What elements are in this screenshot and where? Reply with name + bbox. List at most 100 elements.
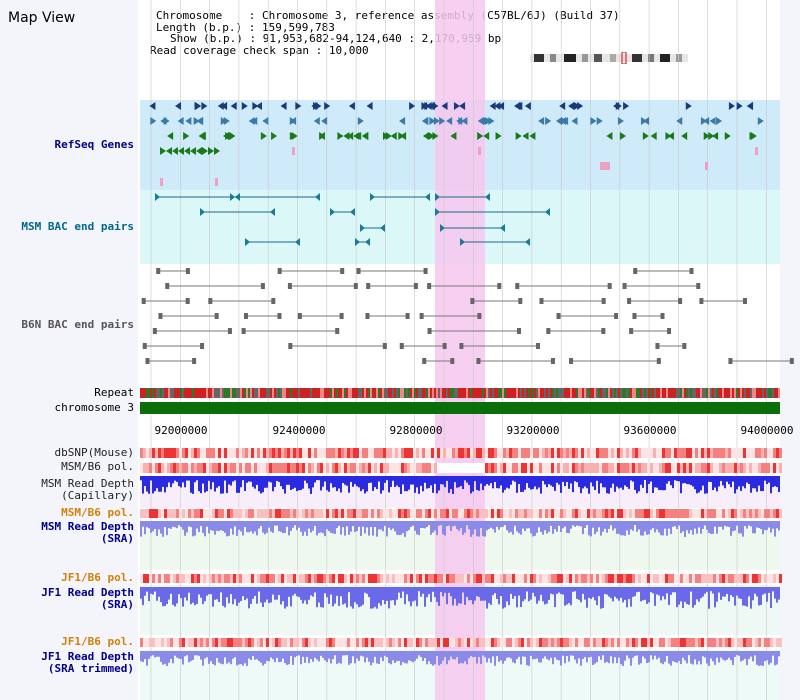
- depth-bar: [596, 651, 598, 663]
- depth-bar: [740, 587, 742, 599]
- polymorphism-mark: [272, 509, 275, 518]
- polymorphism-mark: [536, 574, 539, 583]
- polymorphism-mark: [656, 463, 659, 473]
- track-label-refseq[interactable]: RefSeq Genes: [54, 138, 134, 151]
- polymorphism-mark: [257, 448, 260, 458]
- track-label-jf1-pol[interactable]: JF1/B6 pol.: [61, 571, 134, 584]
- repeat-mark: [378, 388, 380, 398]
- depth-bar: [388, 476, 390, 493]
- polymorphism-mark: [554, 448, 557, 458]
- repeat-mark: [740, 388, 742, 398]
- depth-bar: [186, 476, 188, 481]
- track-label-jf1-depth[interactable]: JF1 Read Depth: [41, 586, 134, 599]
- depth-bar: [556, 587, 558, 594]
- depth-bar: [428, 476, 430, 489]
- depth-bar: [700, 521, 702, 534]
- polymorphism-mark: [491, 448, 494, 458]
- polymorphism-mark: [620, 448, 623, 458]
- gene-feature: [650, 132, 657, 140]
- track-label-dbsnp[interactable]: dbSNP(Mouse): [54, 446, 134, 459]
- polymorphism-mark: [548, 509, 551, 518]
- depth-bar: [560, 651, 562, 666]
- depth-bar: [564, 521, 566, 527]
- depth-bar: [154, 651, 156, 658]
- polymorphism-mark: [248, 509, 251, 518]
- polymorphism-mark: [566, 463, 569, 473]
- track-label-msm-bac[interactable]: MSM BAC end pairs: [21, 220, 134, 233]
- depth-bar: [174, 476, 176, 481]
- repeat-mark: [366, 388, 368, 398]
- track-label-msm-depth-sra[interactable]: MSM Read Depth: [41, 520, 134, 533]
- depth-bar: [502, 651, 504, 664]
- depth-bar: [686, 587, 688, 605]
- depth-bar: [298, 476, 300, 491]
- repeat-mark: [388, 388, 390, 398]
- track-label-repeat[interactable]: Repeat: [94, 386, 134, 399]
- depth-bar: [516, 587, 518, 608]
- repeat-mark: [560, 388, 562, 398]
- depth-bar: [600, 587, 602, 609]
- depth-bar: [360, 651, 362, 656]
- track-label-msm-depth-capillary[interactable]: MSM Read Depth: [41, 477, 134, 490]
- track-label-jf1-trimmed[interactable]: JF1 Read Depth: [41, 650, 134, 663]
- polymorphism-mark: [713, 638, 716, 647]
- bac-end: [515, 283, 520, 289]
- depth-bar: [300, 651, 302, 665]
- repeat-mark: [666, 388, 668, 398]
- depth-bar: [540, 651, 542, 663]
- polymorphism-mark: [584, 463, 587, 473]
- depth-bar: [692, 587, 694, 608]
- depth-bar: [150, 521, 152, 533]
- depth-bar: [602, 521, 604, 532]
- depth-bar: [160, 651, 162, 662]
- gene-feature: [485, 117, 492, 125]
- depth-bar: [610, 651, 612, 657]
- depth-bar: [580, 587, 582, 603]
- depth-bar: [536, 587, 538, 604]
- depth-bar: [470, 587, 472, 601]
- polymorphism-mark: [593, 509, 596, 518]
- depth-bar: [698, 476, 700, 493]
- depth-bar: [576, 651, 578, 664]
- polymorphism-mark: [410, 574, 413, 583]
- repeat-mark: [428, 388, 430, 398]
- polymorphism-mark: [761, 448, 764, 458]
- repeat-mark: [416, 388, 418, 398]
- depth-bar: [188, 521, 190, 527]
- polymorphism-mark: [710, 574, 713, 583]
- polymorphism-mark: [365, 638, 368, 647]
- polymorphism-mark: [440, 463, 443, 473]
- polymorphism-mark: [416, 638, 419, 647]
- repeat-mark: [422, 388, 424, 398]
- polymorphism-mark: [440, 638, 443, 647]
- polymorphism-mark: [530, 509, 533, 518]
- track-label-msm-pol[interactable]: MSM/B6 pol.: [61, 460, 134, 473]
- gene-feature: [515, 102, 522, 110]
- polymorphism-mark: [497, 463, 500, 473]
- polymorphism-mark: [689, 638, 692, 647]
- repeat-mark: [564, 388, 566, 398]
- depth-bar: [308, 476, 310, 489]
- polymorphism-mark: [233, 463, 236, 473]
- chromosome-ideogram-icon[interactable]: [530, 52, 690, 64]
- depth-bar: [386, 476, 388, 481]
- track-label-jf1-pol-2[interactable]: JF1/B6 pol.: [61, 635, 134, 648]
- polymorphism-mark: [695, 448, 698, 458]
- bac-end: [355, 238, 360, 246]
- depth-bar: [352, 651, 354, 657]
- polymorphism-mark: [332, 448, 335, 458]
- depth-bar: [382, 476, 384, 491]
- polymorphism-mark: [695, 574, 698, 583]
- repeat-mark: [410, 388, 412, 398]
- polymorphism-mark: [644, 574, 647, 583]
- track-label-b6n-bac[interactable]: B6N BAC end pairs: [21, 318, 134, 331]
- depth-bar: [710, 476, 712, 483]
- polymorphism-mark: [176, 509, 179, 518]
- polymorphism-mark: [560, 638, 563, 647]
- track-label-msm-pol-2[interactable]: MSM/B6 pol.: [61, 506, 134, 519]
- depth-bar: [460, 587, 462, 604]
- repeat-mark: [694, 388, 696, 398]
- gene-feature: [199, 132, 206, 140]
- polymorphism-mark: [584, 509, 587, 518]
